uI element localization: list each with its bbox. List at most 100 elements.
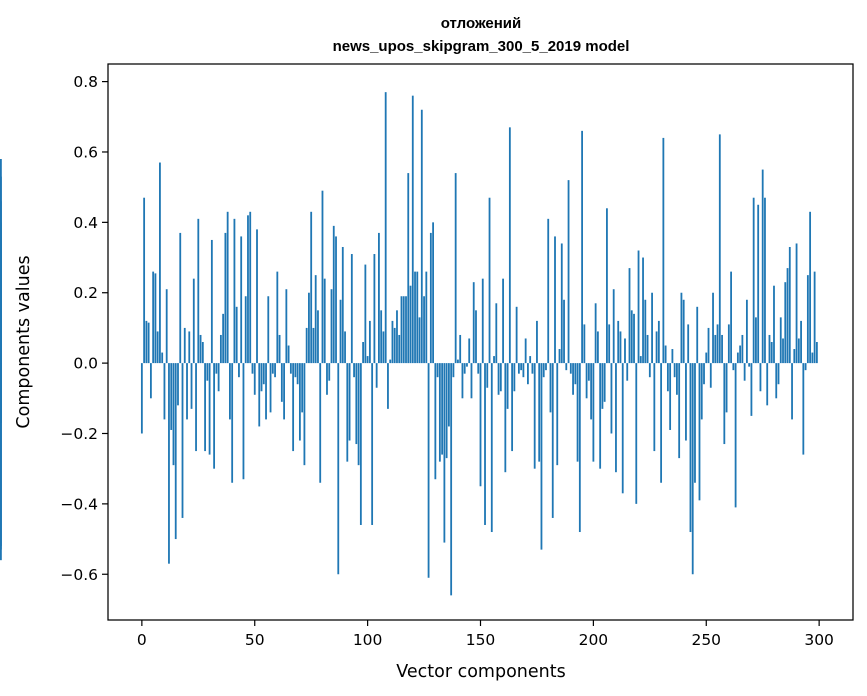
bar [249,211,252,364]
bar [443,363,446,543]
y-tick-label: 0.2 [73,284,98,302]
bar [610,363,613,434]
bar [495,303,498,364]
bar [296,363,299,385]
bar [723,363,726,445]
x-tick-label: 300 [804,631,834,649]
bar [779,317,782,364]
bar [809,211,812,364]
bar [806,275,809,364]
bar [594,303,597,364]
bar [583,324,586,364]
bar [750,363,753,416]
bar [436,363,439,378]
bar [705,352,708,364]
bar [174,363,177,540]
bar [384,92,387,364]
bar [466,363,468,367]
bar [188,331,191,364]
bar [441,363,444,455]
bar [172,363,175,466]
bar [373,254,376,364]
bar [328,363,331,381]
bar [186,363,188,420]
bar [145,320,148,364]
bar [258,363,261,427]
bar [326,363,328,395]
bar [389,359,392,364]
bar [709,363,712,388]
bar [350,254,353,364]
bar [687,324,690,364]
bar [398,334,401,364]
bar [319,363,322,483]
bar [736,352,739,364]
bar [368,320,371,364]
bar [556,363,559,466]
y-tick-label: 0.0 [73,355,98,373]
bar [450,363,453,596]
bar [210,239,213,364]
bar [603,363,606,402]
bar [545,363,547,371]
bar [414,271,416,364]
bar [0,363,2,423]
bar [285,289,288,364]
bar [149,363,152,399]
bar [508,127,511,364]
bar [542,363,545,378]
bar [755,317,757,364]
bar [587,363,590,381]
bar [170,363,173,430]
bar [795,243,798,364]
bar [621,363,624,494]
bar [177,363,179,406]
y-tick-label: −0.6 [60,566,98,584]
bar [637,250,640,364]
bar [274,363,276,378]
bar [517,363,520,374]
bar [226,211,229,364]
bar [217,363,220,392]
bar [457,359,459,364]
bar [615,363,617,473]
bar [375,363,378,388]
bar [527,363,529,385]
x-axis-label: Vector components [396,662,565,682]
y-tick-label: 0.6 [73,143,98,161]
bar [782,338,784,364]
bar [143,197,146,364]
bar [725,363,728,413]
bar [195,363,197,452]
bar [764,197,766,364]
bar [732,363,735,371]
bar [540,363,543,550]
bar [357,363,360,466]
bar [630,310,633,364]
bar [353,363,355,378]
bar [427,363,430,578]
bar [786,268,789,364]
bar [578,363,581,533]
bar [563,299,565,364]
bar [513,363,516,392]
bar [802,363,805,455]
bar [262,363,265,385]
bar [219,334,222,364]
bar [671,349,674,364]
bar [400,296,403,364]
bar [784,282,787,364]
bar [773,285,775,364]
bar [599,363,602,469]
bar [653,363,656,452]
bar [231,363,234,483]
bar [183,327,186,364]
bar [289,363,292,374]
bar [287,345,290,364]
bar [714,334,717,364]
plot-frame [107,63,854,621]
bar [393,327,396,364]
bar [567,180,570,364]
bar [215,363,218,374]
bar [745,299,748,364]
